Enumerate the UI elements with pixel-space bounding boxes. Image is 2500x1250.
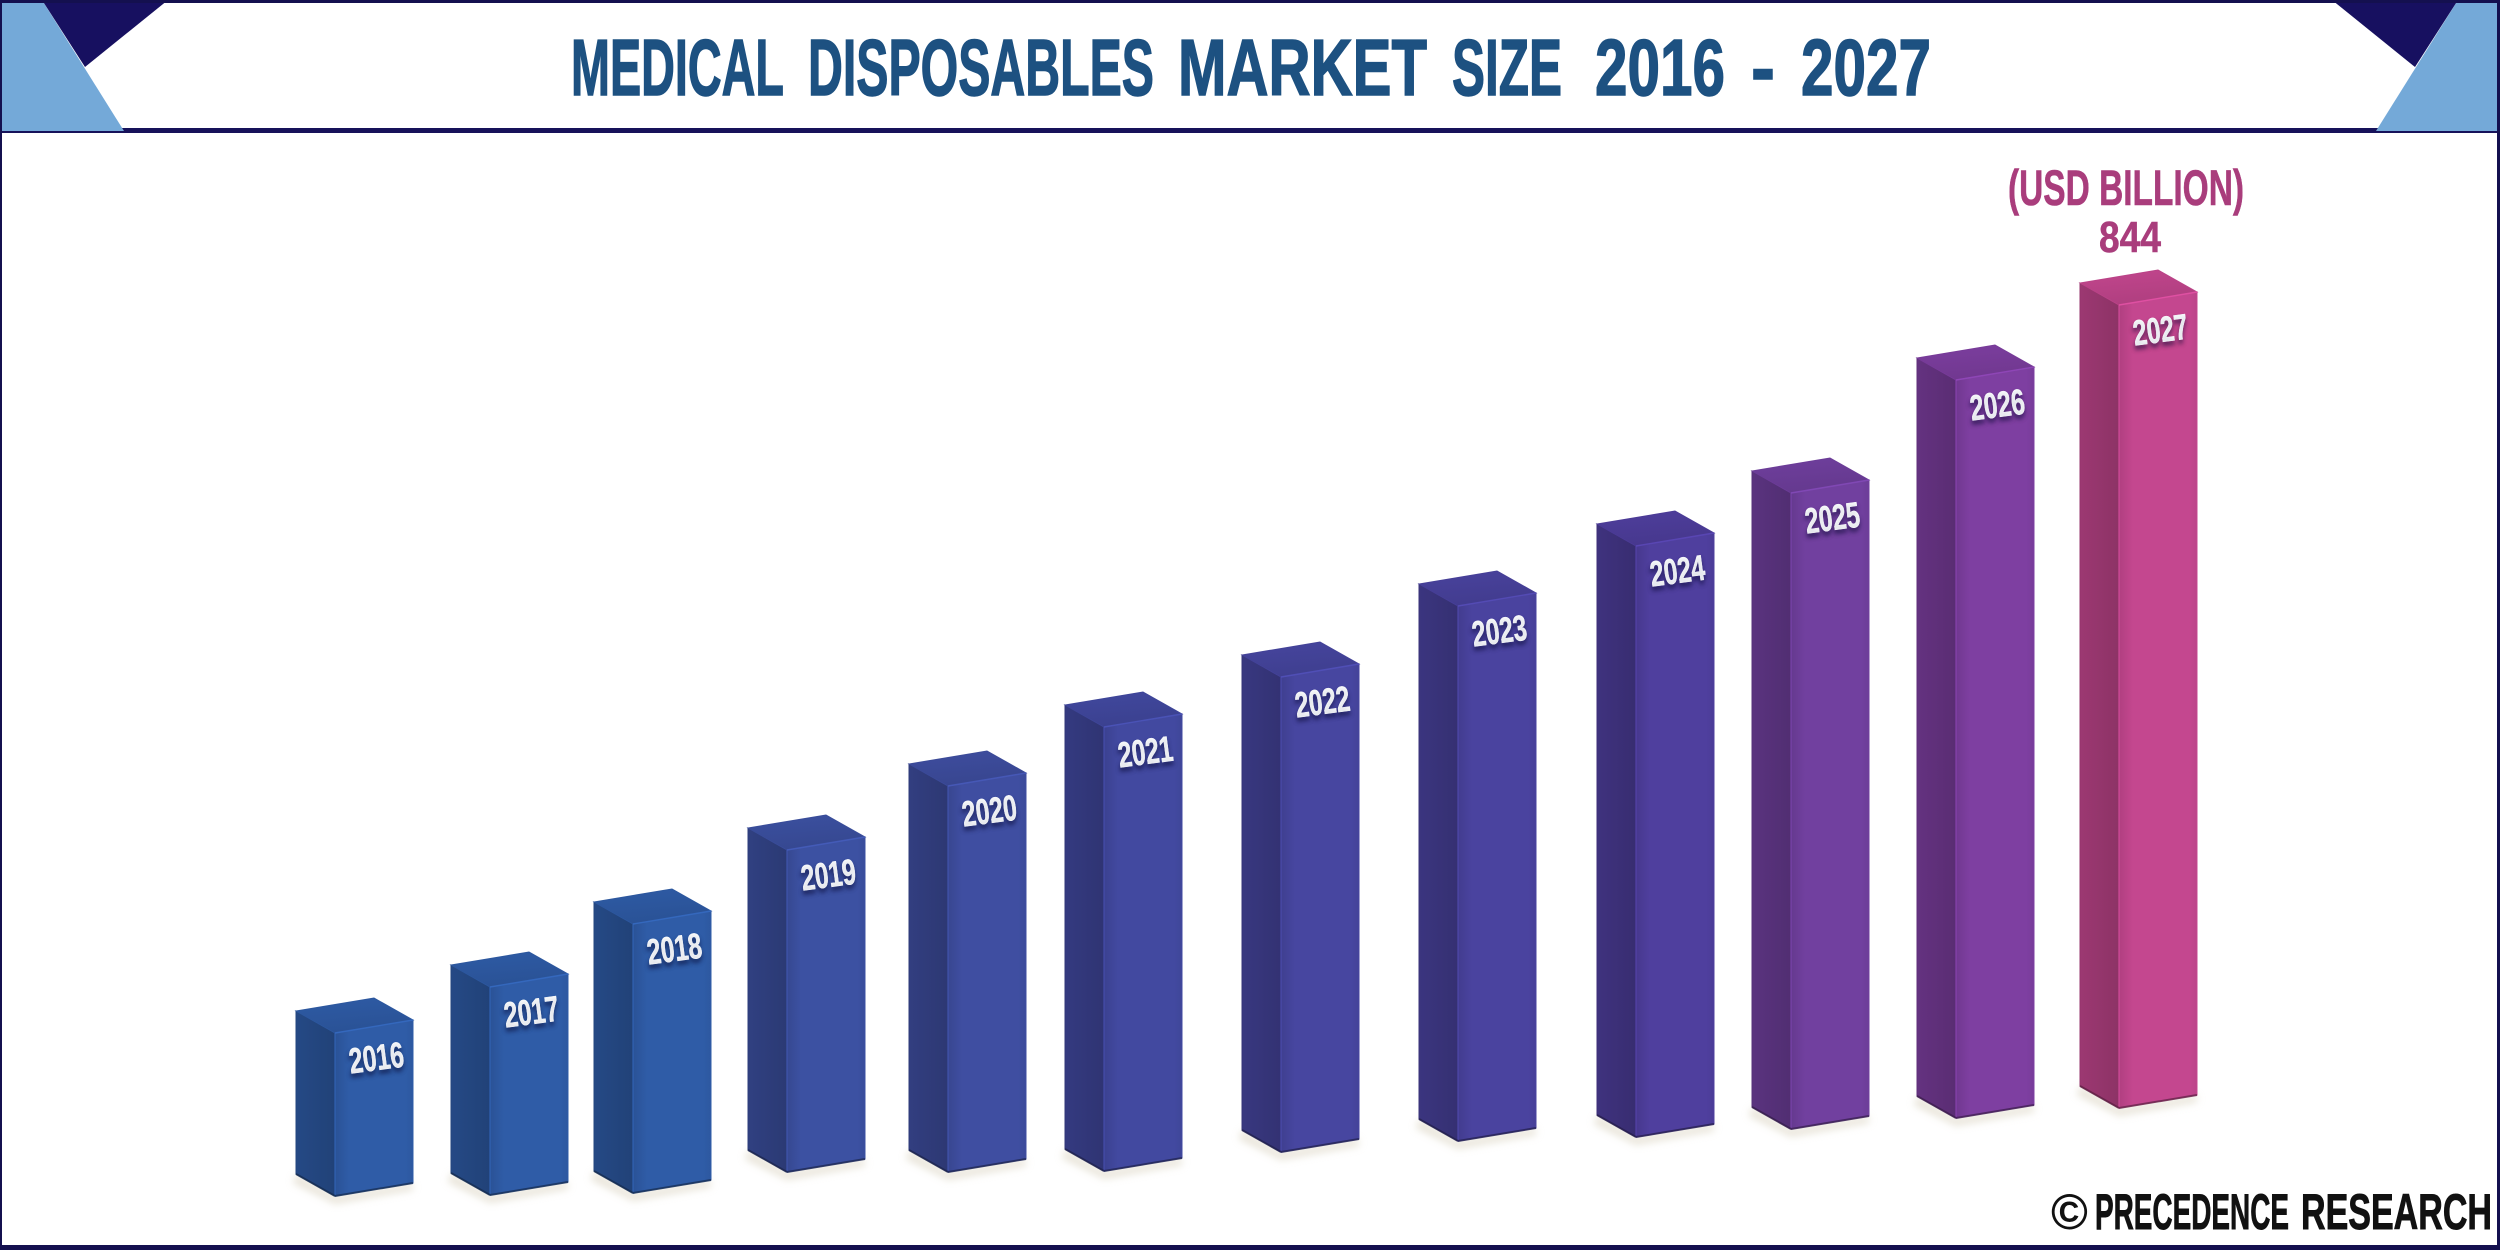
- svg-text:844: 844: [2099, 213, 2161, 262]
- svg-text:MEDICAL: MEDICAL: [571, 23, 784, 112]
- svg-text:2018: 2018: [644, 925, 704, 973]
- svg-text:(USD BILLION): (USD BILLION): [2008, 160, 2244, 216]
- svg-text:MARKET: MARKET: [1178, 23, 1427, 112]
- svg-text:2024: 2024: [1647, 547, 1707, 595]
- svg-text:SIZE: SIZE: [1452, 23, 1562, 112]
- svg-text:©: ©: [2051, 1184, 2088, 1240]
- svg-text:2023: 2023: [1469, 607, 1529, 655]
- svg-text:2026: 2026: [1967, 381, 2027, 429]
- svg-text:2019: 2019: [798, 851, 858, 899]
- svg-text:2017: 2017: [501, 988, 561, 1036]
- svg-text:2027: 2027: [2130, 306, 2190, 354]
- svg-text:2016: 2016: [1595, 23, 1725, 112]
- svg-text:RESEARCH: RESEARCH: [2301, 1184, 2492, 1240]
- svg-text:2025: 2025: [1802, 494, 1862, 542]
- svg-text:2016: 2016: [346, 1034, 406, 1082]
- svg-text:-: -: [1751, 23, 1775, 112]
- svg-text:DISPOSABLES: DISPOSABLES: [808, 23, 1154, 112]
- svg-text:2027: 2027: [1801, 23, 1931, 112]
- svg-text:2020: 2020: [959, 787, 1019, 835]
- svg-text:PRECEDENCE: PRECEDENCE: [2095, 1184, 2289, 1240]
- svg-text:2022: 2022: [1292, 678, 1352, 726]
- svg-text:2021: 2021: [1115, 728, 1175, 776]
